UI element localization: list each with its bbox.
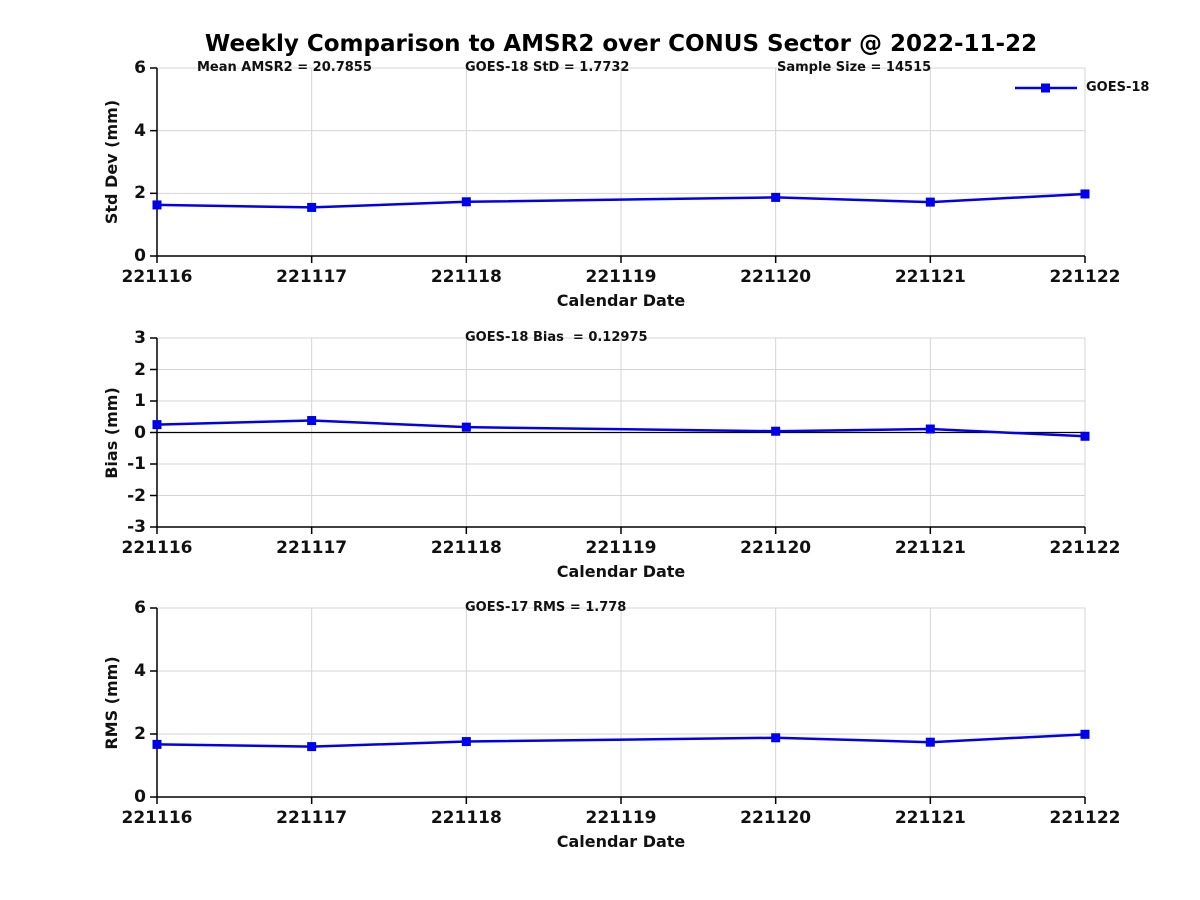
annotation-goes18-bias: GOES-18 Bias = 0.12975: [465, 330, 648, 345]
legend-label: GOES-18: [1086, 80, 1150, 95]
rms-plot-area: [150, 607, 1090, 804]
annotation-mean-amsr2: Mean AMSR2 = 20.7855: [197, 60, 372, 75]
data-point-marker: [925, 197, 935, 207]
x-tick-label: 221117: [276, 267, 348, 287]
x-axis-label-calendar-date: Calendar Date: [556, 832, 686, 851]
y-tick-label: -1: [127, 454, 146, 474]
x-tick-label: 221122: [1049, 808, 1121, 828]
y-tick-label: 4: [134, 120, 146, 141]
x-tick-label: 221120: [740, 267, 812, 287]
data-point-marker: [1080, 431, 1090, 441]
data-point-marker: [925, 737, 935, 747]
x-tick-label: 221118: [430, 808, 502, 828]
std-dev-plot-area: [150, 67, 1090, 263]
y-tick-label: 3: [134, 328, 146, 348]
data-point-marker: [461, 422, 471, 432]
data-point-marker: [1080, 189, 1090, 199]
y-tick-label: 4: [134, 661, 146, 681]
y-tick-label: -3: [127, 517, 146, 537]
y-tick-label: 1: [134, 391, 146, 411]
data-point-marker: [152, 200, 162, 210]
x-tick-label: 221119: [585, 267, 657, 287]
y-tick-label: 0: [134, 422, 146, 443]
x-tick-label: 221122: [1049, 267, 1121, 287]
annotation-goes17-rms: GOES-17 RMS = 1.778: [465, 600, 627, 615]
legend: GOES-18: [1013, 80, 1149, 95]
x-tick-label: 221121: [894, 538, 966, 558]
data-point-marker: [771, 192, 781, 202]
y-axis-label-rms: RMS (mm): [102, 655, 121, 750]
data-point-marker: [1080, 729, 1090, 739]
figure-title: Weekly Comparison to AMSR2 over CONUS Se…: [204, 31, 1038, 57]
data-point-marker: [771, 733, 781, 743]
x-tick-label: 221118: [430, 538, 502, 558]
y-tick-label: 2: [134, 724, 146, 744]
data-point-marker: [925, 424, 935, 434]
data-line-goes18: [156, 419, 1086, 438]
x-tick-label: 221117: [276, 808, 348, 828]
x-tick-label: 221121: [894, 808, 966, 828]
y-tick-label: 2: [134, 183, 146, 204]
y-tick-label: 6: [134, 598, 146, 618]
data-point-marker: [307, 202, 317, 212]
y-tick-label: 2: [134, 359, 146, 380]
data-line-goes18: [156, 192, 1086, 209]
y-tick-label: 0: [134, 787, 146, 807]
x-tick-label: 221119: [585, 538, 657, 558]
data-point-marker: [152, 420, 162, 430]
data-point-marker: [307, 416, 317, 426]
bias-plot-area: [150, 337, 1090, 534]
x-axis-label-calendar-date: Calendar Date: [556, 291, 686, 310]
annotation-goes18-std: GOES-18 StD = 1.7732: [465, 60, 630, 75]
y-tick-label: -2: [127, 485, 146, 506]
x-tick-label: 221120: [740, 538, 812, 558]
y-tick-label: 0: [134, 246, 146, 266]
data-point-marker: [307, 742, 317, 752]
data-point-marker: [461, 737, 471, 747]
data-point-marker: [461, 197, 471, 207]
annotation-sample-size: Sample Size = 14515: [777, 60, 932, 75]
x-tick-label: 221122: [1049, 538, 1121, 558]
x-tick-label: 221119: [585, 808, 657, 828]
data-point-marker: [771, 426, 781, 436]
x-tick-label: 221118: [430, 267, 502, 287]
x-tick-label: 221120: [740, 808, 812, 828]
y-axis-label-std-dev: Std Dev (mm): [102, 99, 121, 225]
x-tick-label: 221117: [276, 538, 348, 558]
legend-line-marker-icon: [1015, 83, 1077, 92]
x-tick-label: 221116: [121, 267, 193, 287]
y-tick-label: 6: [134, 58, 146, 78]
x-tick-label: 221121: [894, 267, 966, 287]
x-tick-label: 221116: [121, 808, 193, 828]
data-point-marker: [152, 739, 162, 749]
x-axis-label-calendar-date: Calendar Date: [556, 562, 686, 581]
x-tick-label: 221116: [121, 538, 193, 558]
data-line-goes18: [156, 733, 1086, 748]
